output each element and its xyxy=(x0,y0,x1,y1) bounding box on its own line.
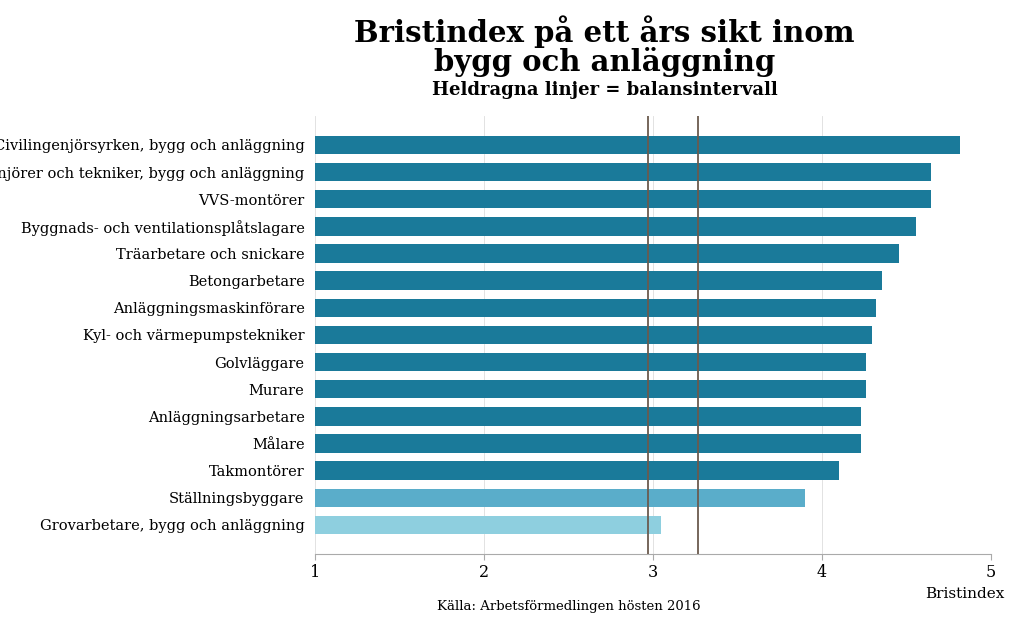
X-axis label: Bristindex: Bristindex xyxy=(925,587,1004,601)
Bar xyxy=(315,488,805,507)
Bar xyxy=(315,217,916,235)
Text: Heldragna linjer = balansintervall: Heldragna linjer = balansintervall xyxy=(432,81,777,100)
Bar xyxy=(315,163,932,182)
Text: bygg och anläggning: bygg och anläggning xyxy=(434,47,775,77)
Bar xyxy=(315,380,866,398)
Bar xyxy=(315,461,838,480)
Text: Källa: Arbetsförmedlingen hösten 2016: Källa: Arbetsförmedlingen hösten 2016 xyxy=(437,600,701,613)
Bar xyxy=(315,326,873,344)
Bar xyxy=(315,136,960,154)
Bar xyxy=(315,516,661,534)
Bar xyxy=(315,299,876,317)
Bar xyxy=(315,272,883,290)
Bar xyxy=(315,434,861,453)
Bar xyxy=(315,353,866,371)
Bar xyxy=(315,190,932,208)
Text: Bristindex på ett års sikt inom: Bristindex på ett års sikt inom xyxy=(355,16,854,48)
Bar xyxy=(315,244,899,263)
Bar xyxy=(315,407,861,426)
